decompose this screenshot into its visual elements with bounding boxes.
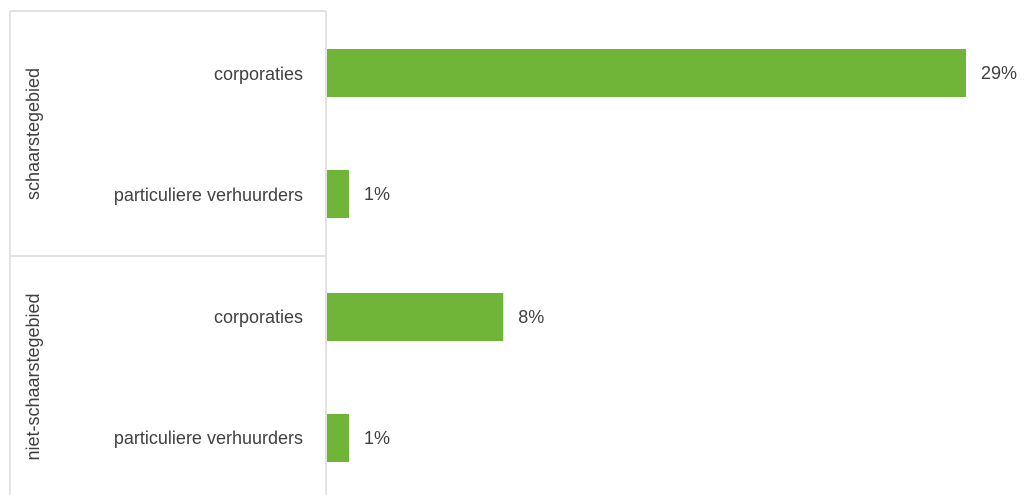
bar-schaarstegebied-particuliere-verhuurders <box>327 170 350 218</box>
value-label-schaarstegebied-particuliere-verhuurders: 1% <box>364 184 390 204</box>
value-label-niet-schaarstegebied-corporaties: 8% <box>518 307 544 327</box>
category-label-corporaties-1: corporaties <box>214 64 303 84</box>
bar-niet-schaarstegebied-particuliere-verhuurders <box>327 414 350 462</box>
bar-schaarstegebied-corporaties <box>327 49 966 97</box>
group-label-schaarstegebied: schaarstegebied <box>23 68 43 200</box>
category-label-particuliere-verhuurders-1: particuliere verhuurders <box>114 185 303 205</box>
value-label-niet-schaarstegebied-particuliere-verhuurders: 1% <box>364 428 390 448</box>
value-label-schaarstegebied-corporaties: 29% <box>981 63 1017 83</box>
group-label-niet-schaarstegebied: niet-schaarstegebied <box>23 293 43 460</box>
bar-niet-schaarstegebied-corporaties <box>327 293 504 341</box>
category-label-particuliere-verhuurders-2: particuliere verhuurders <box>114 428 303 448</box>
category-label-corporaties-2: corporaties <box>214 307 303 327</box>
